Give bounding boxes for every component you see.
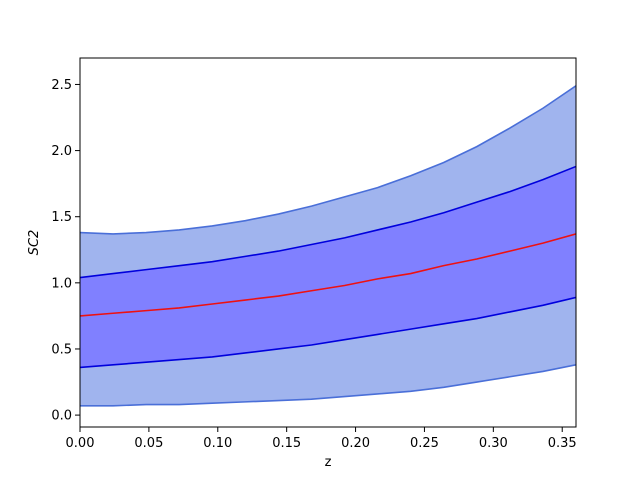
inner-confidence-band xyxy=(80,166,576,368)
y-axis-label: SC2 xyxy=(27,230,42,256)
y-tick-label: 2.5 xyxy=(51,78,72,93)
y-tick-label: 1.5 xyxy=(51,210,72,225)
x-tick-label: 0.35 xyxy=(548,436,577,451)
x-tick-label: 0.20 xyxy=(341,436,370,451)
x-tick-label: 0.00 xyxy=(66,436,95,451)
median-line xyxy=(80,233,576,317)
x-tick-label: 0.25 xyxy=(410,436,439,451)
x-axis-label: z xyxy=(325,455,332,470)
outer-upper-line xyxy=(80,85,576,235)
x-tick-label: 0.15 xyxy=(272,436,301,451)
x-axis: 0.00 0.05 0.10 0.15 0.20 0.25 0.30 0.35 xyxy=(66,427,577,451)
plot-frame xyxy=(79,57,577,428)
x-tick-label: 0.05 xyxy=(134,436,163,451)
inner-lower-line xyxy=(80,296,576,369)
y-tick-label: 0.0 xyxy=(51,409,72,424)
outer-lower-line xyxy=(80,364,576,407)
x-tick-label: 0.30 xyxy=(479,436,508,451)
y-tick-label: 1.0 xyxy=(51,276,72,291)
y-axis: 0.0 0.5 1.0 1.5 2.0 2.5 xyxy=(51,78,80,424)
x-tick-label: 0.10 xyxy=(203,436,232,451)
plot-layer xyxy=(80,85,576,407)
y-tick-label: 0.5 xyxy=(51,342,72,357)
inner-upper-line xyxy=(80,165,576,279)
y-tick-label: 2.0 xyxy=(51,144,72,159)
